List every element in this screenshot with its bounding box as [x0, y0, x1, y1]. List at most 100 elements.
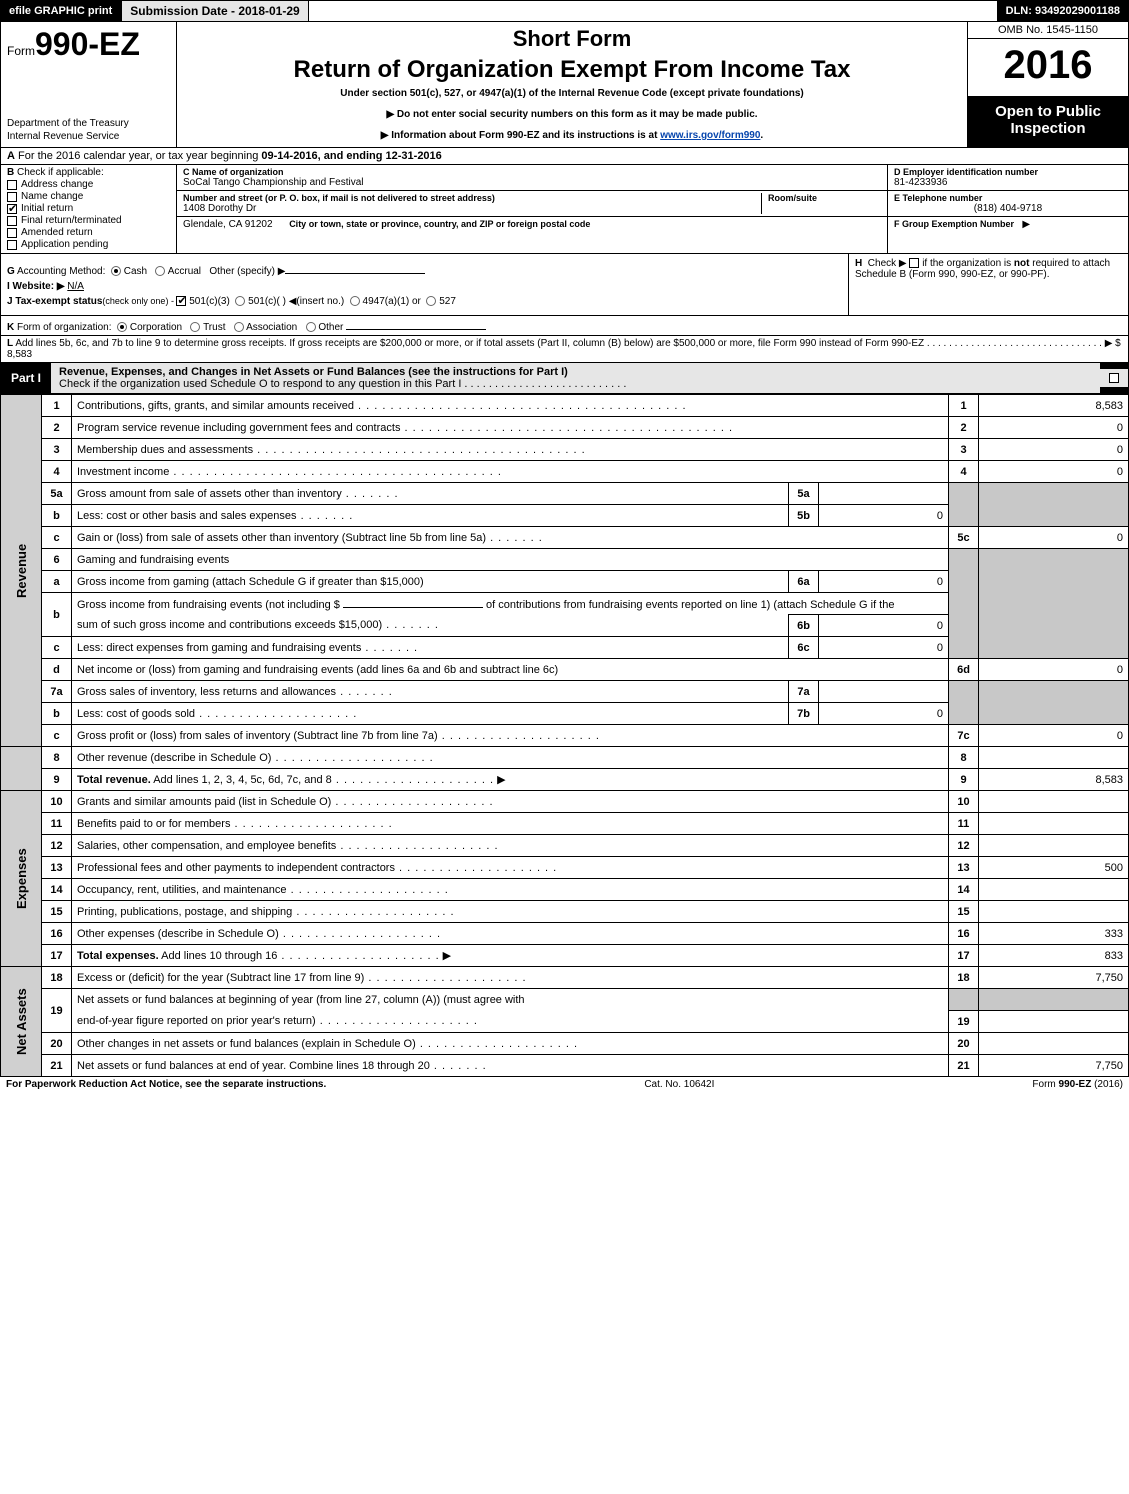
d-ein-label: D Employer identification number [894, 167, 1122, 177]
col-d-ids: D Employer identification number 81-4233… [888, 165, 1128, 253]
irs-link[interactable]: www.irs.gov/form990 [660, 130, 760, 141]
part-1-tag: Part I [1, 368, 51, 388]
desc-12: Salaries, other compensation, and employ… [72, 835, 949, 857]
form-header: Form990-EZ Department of the Treasury In… [0, 22, 1129, 148]
cb-501c3[interactable] [176, 296, 186, 306]
h-not: not [1014, 258, 1030, 269]
rv-6d: 0 [979, 659, 1129, 681]
ln-11: 11 [42, 813, 72, 835]
desc-6c-text: Less: direct expenses from gaming and fu… [77, 642, 418, 654]
desc-6b-2: of contributions from fundraising events… [483, 599, 895, 611]
g-bold: G [7, 266, 15, 277]
lbl-527: 527 [439, 296, 456, 307]
ln-6a: a [42, 571, 72, 593]
row-6: 6 Gaming and fundraising events [1, 549, 1129, 571]
ln-6d: d [42, 659, 72, 681]
cell-f-group: F Group Exemption Number ▶ [888, 217, 1128, 232]
radio-4947[interactable] [350, 296, 360, 306]
cb-final-return[interactable] [7, 216, 17, 226]
radio-accrual[interactable] [155, 266, 165, 276]
ln-21: 21 [42, 1055, 72, 1077]
footer-right-suffix: (2016) [1091, 1079, 1123, 1090]
other-org-blank[interactable] [346, 318, 486, 330]
radio-trust[interactable] [190, 322, 200, 332]
rn-9: 9 [949, 769, 979, 791]
lbl-initial-return: Initial return [21, 203, 73, 214]
shade-6-rn [949, 549, 979, 659]
desc-6b-1: Gross income from fundraising events (no… [77, 599, 343, 611]
line-i: I Website: ▶ N/A [7, 281, 842, 292]
row-20: 20 Other changes in net assets or fund b… [1, 1033, 1129, 1055]
desc-15: Printing, publications, postage, and shi… [72, 901, 949, 923]
cb-h-check[interactable] [909, 258, 919, 268]
row-a-mid: , and ending [318, 150, 386, 162]
rn-7c: 7c [949, 725, 979, 747]
ln-9: 9 [42, 769, 72, 791]
desc-9: Total revenue. Add lines 1, 2, 3, 4, 5c,… [72, 769, 949, 791]
row-19-top: 19 Net assets or fund balances at beginn… [1, 989, 1129, 1011]
desc-9-bold: Total revenue. [77, 774, 151, 786]
desc-11-text: Benefits paid to or for members [77, 818, 393, 830]
radio-527[interactable] [426, 296, 436, 306]
mv-5a [819, 483, 949, 505]
row-4: 4 Investment income 4 0 [1, 461, 1129, 483]
cb-address-change[interactable] [7, 180, 17, 190]
desc-10-text: Grants and similar amounts paid (list in… [77, 796, 494, 808]
rn-1: 1 [949, 395, 979, 417]
row-a-bold: A [7, 150, 15, 162]
lbl-application-pending: Application pending [21, 239, 108, 250]
desc-16-text: Other expenses (describe in Schedule O) [77, 928, 441, 940]
desc-19-bot: end-of-year figure reported on prior yea… [72, 1011, 949, 1033]
rn-14: 14 [949, 879, 979, 901]
col-b-checkboxes: B Check if applicable: Address change Na… [1, 165, 177, 253]
desc-6a: Gross income from gaming (attach Schedul… [72, 571, 789, 593]
c-name-value: SoCal Tango Championship and Festival [183, 177, 881, 188]
blank-6b-amount[interactable] [343, 596, 483, 608]
rv-4: 0 [979, 461, 1129, 483]
form-number: Form990-EZ [7, 26, 170, 63]
desc-6b-3: sum of such gross income and contributio… [77, 619, 439, 631]
desc-6d: Net income or (loss) from gaming and fun… [72, 659, 949, 681]
lbl-501c3: 501(c)(3) [189, 296, 230, 307]
radio-cash[interactable] [111, 266, 121, 276]
cb-name-change[interactable] [7, 192, 17, 202]
header-mid: Short Form Return of Organization Exempt… [177, 22, 968, 147]
rn-20: 20 [949, 1033, 979, 1055]
rn-12: 12 [949, 835, 979, 857]
footer-right-bold: 990-EZ [1059, 1079, 1092, 1090]
rv-21: 7,750 [979, 1055, 1129, 1077]
footer-right-prefix: Form [1032, 1079, 1058, 1090]
cb-initial-return[interactable] [7, 204, 17, 214]
ln-8: 8 [42, 747, 72, 769]
efile-print-button[interactable]: efile GRAPHIC print [0, 0, 121, 22]
row-2: 2 Program service revenue including gove… [1, 417, 1129, 439]
radio-501c[interactable] [235, 296, 245, 306]
h-text1: Check ▶ [868, 258, 907, 269]
footer-mid: Cat. No. 10642I [644, 1079, 714, 1090]
part-1-check-line: Check if the organization used Schedule … [59, 378, 626, 390]
part-1-desc-text: Revenue, Expenses, and Changes in Net As… [59, 366, 568, 378]
note-ssn: ▶ Do not enter social security numbers o… [185, 109, 959, 120]
ln-7a: 7a [42, 681, 72, 703]
desc-9-rest: Add lines 1, 2, 3, 4, 5c, 6d, 7c, and 8 [151, 774, 494, 786]
row-a-begin: 09-14-2016 [261, 150, 317, 162]
radio-association[interactable] [234, 322, 244, 332]
lbl-amended-return: Amended return [21, 227, 93, 238]
radio-other-org[interactable] [306, 322, 316, 332]
desc-8-text: Other revenue (describe in Schedule O) [77, 752, 434, 764]
part-1-table: Revenue 1 Contributions, gifts, grants, … [0, 394, 1129, 1077]
cb-part1-schedule-o[interactable] [1109, 373, 1119, 383]
cell-d-ein: D Employer identification number 81-4233… [888, 165, 1128, 191]
mv-6b: 0 [819, 615, 949, 637]
cb-amended-return[interactable] [7, 228, 17, 238]
rv-19 [979, 1011, 1129, 1033]
cb-application-pending[interactable] [7, 240, 17, 250]
desc-10: Grants and similar amounts paid (list in… [72, 791, 949, 813]
rv-3: 0 [979, 439, 1129, 461]
radio-corporation[interactable] [117, 322, 127, 332]
rn-11: 11 [949, 813, 979, 835]
h-bold: H [855, 258, 862, 269]
tax-year: 2016 [968, 39, 1128, 97]
other-specify-blank[interactable] [285, 262, 425, 274]
mn-5a: 5a [789, 483, 819, 505]
